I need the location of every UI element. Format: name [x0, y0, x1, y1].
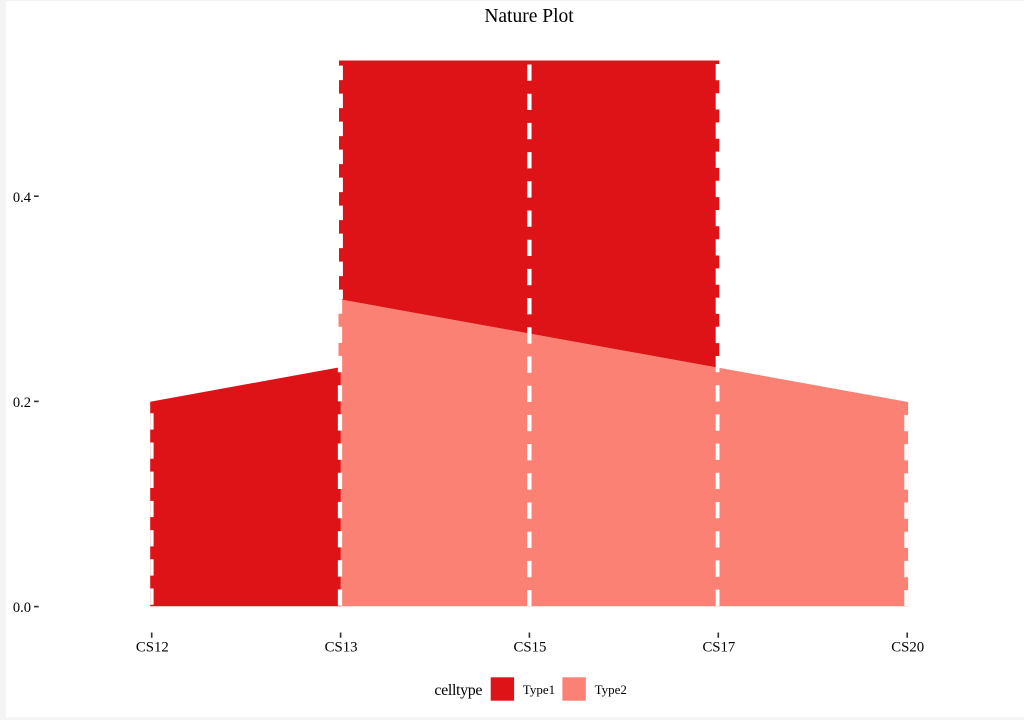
svg-text:CS12: CS12: [136, 640, 169, 656]
svg-text:Type2: Type2: [595, 682, 627, 697]
svg-text:0.2: 0.2: [13, 395, 31, 411]
svg-text:CS17: CS17: [702, 640, 735, 656]
svg-text:CS15: CS15: [514, 640, 547, 656]
svg-text:0.0: 0.0: [13, 600, 31, 616]
svg-text:Nature Plot: Nature Plot: [484, 6, 574, 27]
svg-text:Type1: Type1: [523, 682, 555, 697]
svg-text:CS13: CS13: [325, 640, 358, 656]
svg-text:celltype: celltype: [434, 682, 482, 699]
svg-text:CS20: CS20: [891, 640, 924, 656]
svg-text:0.4: 0.4: [13, 190, 32, 206]
